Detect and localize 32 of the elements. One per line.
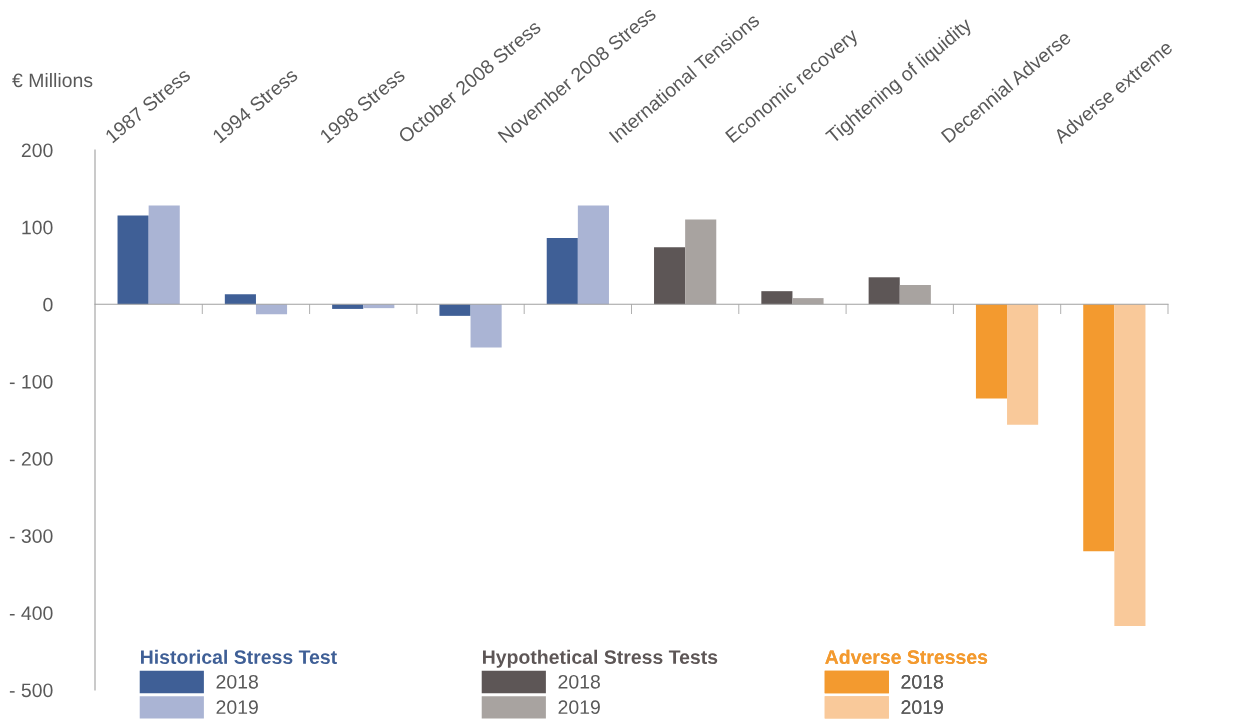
y-tick-label: 200 xyxy=(21,143,53,158)
legend-label: 2018 xyxy=(901,674,943,689)
annotation: Hypothetical Stress Tests xyxy=(483,649,718,668)
legend-label: 2018 xyxy=(216,674,258,689)
bar xyxy=(224,294,256,305)
y-tick-label: - 100 xyxy=(9,374,53,389)
bar xyxy=(1083,304,1115,552)
bar xyxy=(1007,304,1039,425)
y-tick-label: - 300 xyxy=(9,529,53,543)
bar xyxy=(117,215,149,305)
y-tick-label: - 200 xyxy=(9,452,53,466)
bar xyxy=(1114,304,1146,626)
annotation: Adverse Stresses xyxy=(825,649,988,664)
bar xyxy=(761,291,793,305)
y-tick-label: - 500 xyxy=(9,683,53,698)
y-tick-label: 100 xyxy=(22,220,53,235)
bar xyxy=(975,304,1008,399)
bar xyxy=(148,205,180,305)
bar xyxy=(470,304,502,348)
legend-label: 2019 xyxy=(216,700,258,715)
bar xyxy=(868,277,900,305)
legend-label: 2019 xyxy=(558,700,600,715)
legend-label: 2019 xyxy=(901,700,943,715)
bar xyxy=(654,247,686,305)
y-axis-title: € Millions xyxy=(12,72,93,88)
bar xyxy=(577,205,609,305)
legend-label: 2018 xyxy=(558,674,600,689)
annotation: Historical Stress Test xyxy=(141,649,337,664)
bar xyxy=(439,304,471,316)
y-tick-label: - 400 xyxy=(9,606,53,621)
y-tick-label: 0 xyxy=(43,297,53,312)
bar xyxy=(546,237,578,305)
